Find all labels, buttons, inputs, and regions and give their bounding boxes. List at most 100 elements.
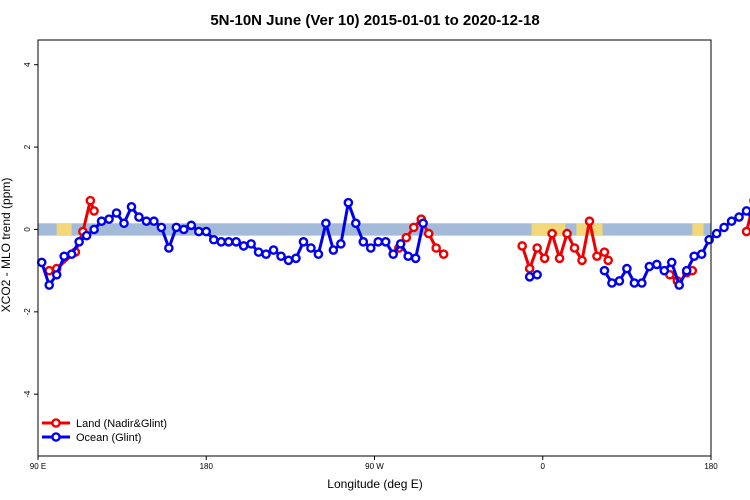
series-1-point — [599, 265, 610, 276]
series-1-point — [111, 208, 122, 218]
series-1-point — [298, 237, 309, 247]
series-0-point — [603, 255, 613, 266]
series-1-point — [321, 218, 331, 229]
series-0-point — [524, 263, 535, 274]
series-1-point — [704, 234, 714, 245]
y-tick-label-4: -4 — [23, 390, 32, 398]
series-1-point — [126, 202, 137, 212]
y-tick-label-2: 0 — [23, 227, 32, 232]
series-1-point — [696, 249, 707, 259]
series-0-point — [89, 206, 99, 216]
series-0-point — [569, 243, 580, 253]
series-1-point — [719, 222, 729, 233]
y-axis-label: XCO2 - MLO trend (ppm) — [0, 178, 13, 313]
series-1-point — [524, 272, 535, 282]
series-1-point — [313, 249, 324, 259]
series-1-point — [246, 239, 256, 249]
legend-label-1: Ocean (Glint) — [76, 432, 141, 444]
series-0-point — [554, 253, 565, 264]
series-1-point — [134, 212, 144, 222]
series-1-point — [119, 218, 129, 229]
legend: Land (Nadir&Glint) Ocean (Glint) — [42, 418, 167, 444]
series-0-point — [408, 222, 419, 233]
series-1-point — [328, 245, 339, 255]
series-1-point — [607, 278, 617, 288]
series-1-point — [96, 216, 107, 227]
series-1-point — [283, 255, 294, 266]
series-1-point — [343, 197, 354, 208]
series-1-point — [380, 237, 391, 247]
series-1-point — [637, 278, 647, 288]
series-1 — [36, 197, 750, 290]
series-1-point — [216, 237, 227, 247]
series-1-point — [141, 216, 152, 227]
series-1-point — [149, 216, 159, 227]
series-0-point — [562, 228, 572, 239]
land-strip-3 — [692, 223, 704, 236]
series-1-point — [36, 257, 47, 268]
series-1-point — [373, 237, 384, 247]
series-1-point — [74, 237, 84, 247]
series-1-point — [741, 206, 750, 216]
series-0-point — [431, 243, 441, 253]
series-1-point — [365, 243, 376, 253]
series-1-point — [734, 212, 744, 222]
series-1-point — [674, 280, 685, 290]
series-1-point — [403, 251, 413, 262]
series-1-point — [201, 226, 212, 237]
series-1-point — [622, 263, 632, 274]
y-tick-label-1: 2 — [23, 144, 32, 149]
series-1-point — [66, 249, 77, 259]
series-1-point — [179, 224, 189, 235]
legend-swatch-marker-1 — [51, 432, 61, 442]
series-1-point — [666, 257, 677, 268]
series-1-point — [51, 269, 62, 280]
land-strip-0 — [56, 223, 72, 236]
series-1-point — [418, 218, 428, 229]
y-tick-label-0: 4 — [23, 62, 32, 67]
y-axis: 4 2 0 -2 -4 — [23, 62, 38, 398]
series-0-point — [401, 232, 412, 243]
series-1-point — [104, 214, 114, 224]
series-1-point — [81, 230, 92, 241]
series-0-point — [85, 195, 96, 206]
series-1-point — [253, 247, 264, 257]
series-1-point — [208, 234, 219, 245]
series-1-point — [186, 220, 197, 231]
series-1-point — [306, 243, 316, 253]
series-0-point — [438, 249, 449, 259]
legend-swatch-marker-0 — [51, 418, 61, 428]
series-0-point — [741, 226, 750, 237]
series-0-point — [584, 216, 595, 227]
legend-label-0: Land (Nadir&Glint) — [76, 418, 167, 430]
uncertainty-band — [38, 223, 711, 236]
series-layer — [36, 195, 750, 290]
series-0-point — [547, 228, 557, 239]
series-1-point — [629, 278, 640, 288]
x-tick-label-2: 90 W — [365, 462, 384, 471]
series-1-point — [532, 269, 542, 280]
series-1-point — [171, 222, 182, 233]
series-1-point — [659, 265, 670, 276]
series-0-point — [599, 247, 610, 257]
series-1-point — [614, 276, 625, 286]
series-1-point — [351, 218, 361, 229]
series-1-point — [711, 228, 722, 239]
series-1-point — [410, 253, 421, 264]
series-1-point — [336, 239, 346, 249]
series-0-point — [423, 228, 434, 239]
x-axis-label: Longitude (deg E) — [327, 477, 422, 491]
series-0-point — [539, 253, 550, 264]
series-1-point — [358, 237, 369, 247]
series-0-point — [517, 241, 527, 251]
x-tick-label-3: 0 — [541, 462, 546, 471]
x-tick-label-1: 180 — [200, 462, 214, 471]
series-0-point — [532, 243, 542, 253]
x-tick-label-4: 180 — [704, 462, 718, 471]
series-0-point — [577, 255, 587, 266]
series-1-point — [276, 251, 286, 262]
plot-area — [36, 39, 750, 457]
series-1-point — [238, 241, 249, 251]
